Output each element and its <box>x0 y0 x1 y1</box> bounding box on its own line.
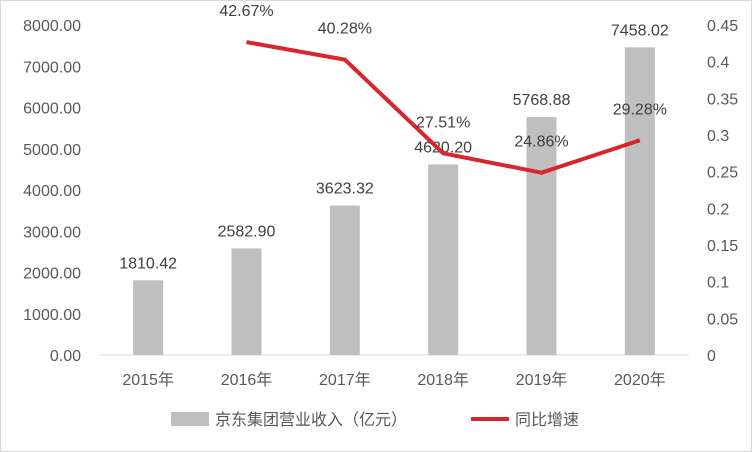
revenue-bar <box>133 280 164 355</box>
right-y-axis: 0 0.05 0.1 0.15 0.2 0.25 0.3 0.35 0.4 0.45 <box>707 18 738 365</box>
left-axis-tick-label: 1000.00 <box>23 307 81 324</box>
growth-rate-line <box>246 40 641 175</box>
right-axis-tick-label: 0.05 <box>707 311 738 328</box>
left-axis-tick-label: 7000.00 <box>23 59 81 76</box>
growth-data-label: 40.28% <box>318 21 372 38</box>
legend-line-label: 同比增速 <box>515 410 579 429</box>
growth-data-label: 27.51% <box>416 114 470 131</box>
revenue-bar <box>624 47 655 355</box>
revenue-data-label: 4620.20 <box>414 139 472 156</box>
growth-data-label: 24.86% <box>514 134 568 151</box>
revenue-bar <box>329 205 360 355</box>
right-axis-tick-label: 0.4 <box>707 55 729 72</box>
revenue-data-label: 3623.32 <box>316 181 374 198</box>
x-axis-tick-label: 2018年 <box>417 371 469 389</box>
revenue-bar <box>428 164 459 355</box>
left-axis-tick-label: 0.00 <box>50 348 81 365</box>
growth-data-label: 42.67% <box>219 3 273 20</box>
legend-bar-swatch <box>171 412 209 426</box>
x-axis-labels: 2015年 2016年 2017年 2018年 2019年 2020年 <box>122 371 665 389</box>
x-axis-tick-label: 2016年 <box>221 371 273 389</box>
x-axis-tick-label: 2019年 <box>516 371 568 389</box>
left-axis-tick-label: 4000.00 <box>23 183 81 200</box>
x-axis-tick-label: 2017年 <box>319 371 371 389</box>
line-data-labels: 42.67% 40.28% 27.51% 24.86% 29.28% <box>219 3 667 151</box>
left-axis-tick-label: 8000.00 <box>23 18 81 35</box>
left-axis-tick-label: 5000.00 <box>23 142 81 159</box>
right-axis-tick-label: 0.3 <box>707 128 729 145</box>
legend-bar-label: 京东集团营业收入（亿元） <box>215 410 407 429</box>
revenue-data-label: 2582.90 <box>218 223 276 240</box>
left-axis-tick-label: 2000.00 <box>23 266 81 283</box>
left-axis-tick-label: 6000.00 <box>23 101 81 118</box>
left-y-axis: 0.00 1000.00 2000.00 3000.00 4000.00 5000.00 6… <box>23 18 81 365</box>
bar-series <box>133 47 655 356</box>
right-axis-tick-label: 0.35 <box>707 91 738 108</box>
revenue-bar <box>231 248 262 355</box>
right-axis-tick-label: 0.15 <box>707 238 738 255</box>
right-axis-tick-label: 0 <box>707 348 716 365</box>
right-axis-tick-label: 0.25 <box>707 165 738 182</box>
x-axis-tick-label: 2020年 <box>614 371 666 389</box>
revenue-data-label: 7458.02 <box>611 22 669 39</box>
revenue-data-label: 5768.88 <box>513 92 571 109</box>
right-axis-tick-label: 0.45 <box>707 18 738 35</box>
right-axis-tick-label: 0.2 <box>707 201 729 218</box>
left-axis-tick-label: 3000.00 <box>23 224 81 241</box>
growth-data-label: 29.28% <box>613 101 667 118</box>
bar-data-labels: 1810.42 2582.90 3623.32 4620.20 5768.88 7458.… <box>119 22 669 272</box>
legend: 京东集团营业收入（亿元） 同比增速 <box>171 410 579 429</box>
right-axis-tick-label: 0.1 <box>707 275 729 292</box>
revenue-bar <box>526 117 557 356</box>
x-axis-tick-label: 2015年 <box>122 371 174 389</box>
revenue-data-label: 1810.42 <box>119 255 177 272</box>
